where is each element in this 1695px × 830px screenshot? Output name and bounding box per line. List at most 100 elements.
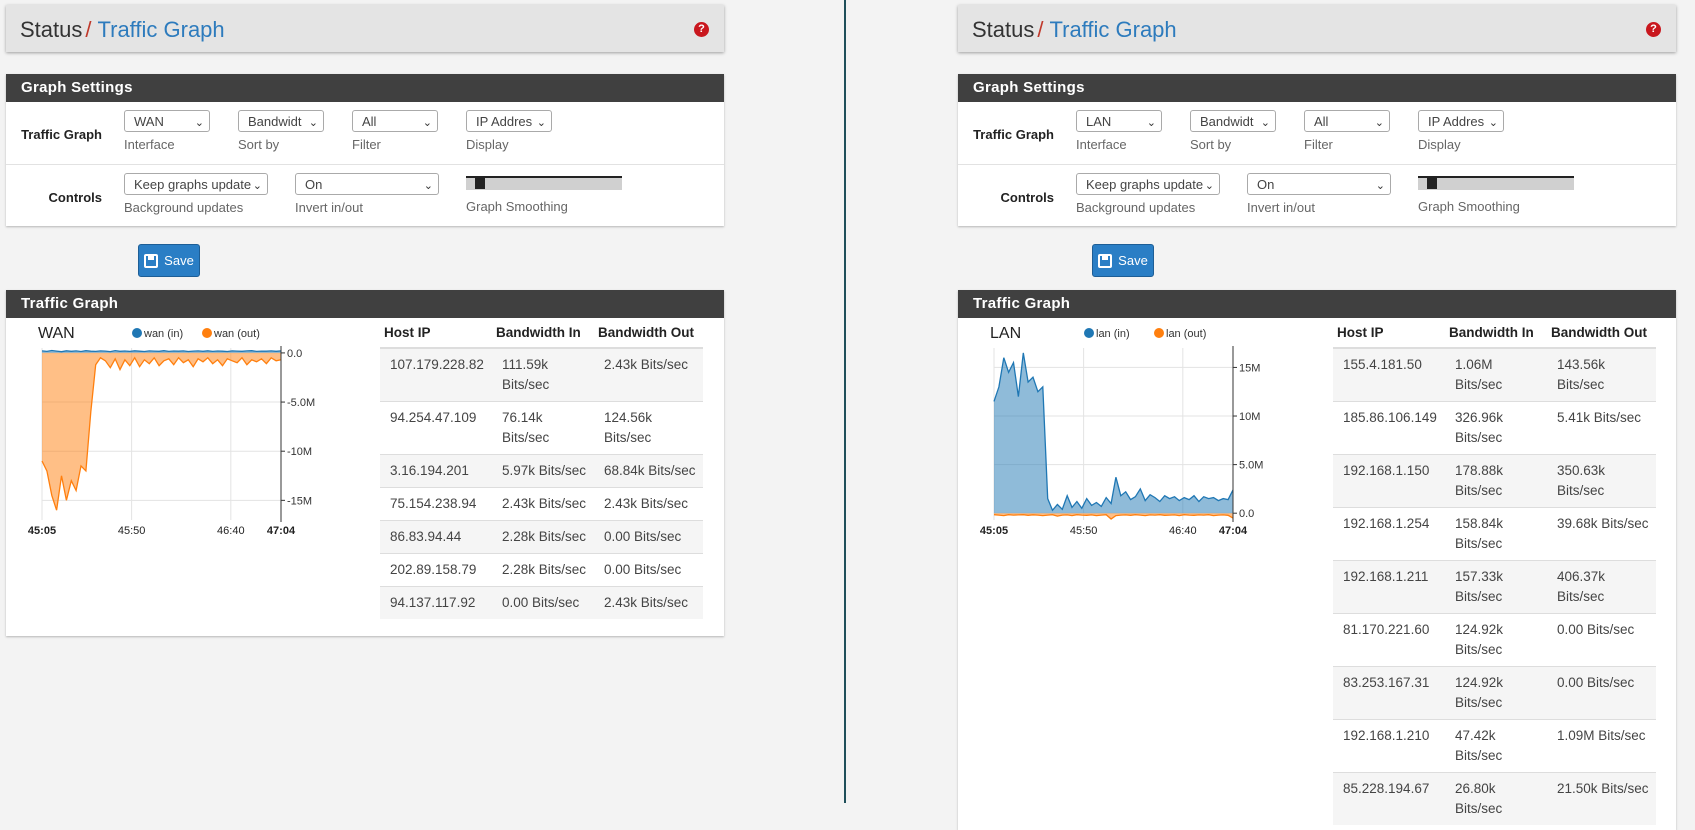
pane-divider bbox=[844, 0, 846, 803]
graph-settings-panel: Graph Settings Traffic Graph LAN ⌄ Interf… bbox=[958, 74, 1676, 226]
traffic-graph-row: Traffic Graph WAN ⌄ Interface Bandwidt ⌄ S… bbox=[6, 102, 724, 165]
display-help: Display bbox=[1418, 137, 1461, 152]
bandwidth-out: 1.09M Bits/sec bbox=[1547, 719, 1656, 773]
legend-dot bbox=[1084, 328, 1094, 338]
graph-smoothing-slider[interactable] bbox=[1418, 176, 1574, 190]
y-tick-label: 10M bbox=[1239, 411, 1260, 423]
y-tick-label: 0.0 bbox=[1239, 508, 1254, 520]
traffic-graph-label: Traffic Graph bbox=[21, 127, 102, 142]
traffic-graph-label: Traffic Graph bbox=[973, 127, 1054, 142]
breadcrumb-traffic-graph[interactable]: Traffic Graph bbox=[1049, 17, 1177, 42]
controls-label: Controls bbox=[48, 190, 102, 205]
background-updates-select[interactable]: Keep graphs update ⌄ bbox=[1076, 173, 1220, 195]
host-ip: 94.137.117.92 bbox=[380, 586, 492, 619]
interface-select[interactable]: WAN ⌄ bbox=[124, 110, 210, 132]
chevron-down-icon: ⌄ bbox=[1258, 112, 1270, 131]
series-line bbox=[41, 356, 282, 511]
table-row: 155.4.181.50 1.06M Bits/sec 143.56k Bits/s… bbox=[1333, 347, 1656, 402]
x-tick-label: 45:05 bbox=[980, 525, 1008, 537]
x-tick-label: 47:04 bbox=[267, 525, 296, 537]
host-ip: 185.86.106.149 bbox=[1333, 401, 1445, 455]
y-tick-label: 15M bbox=[1239, 362, 1260, 374]
table-row: 83.253.167.31 124.92k Bits/sec 0.00 Bits/s… bbox=[1333, 666, 1656, 720]
x-tick-label: 47:04 bbox=[1219, 525, 1248, 537]
interface-help: Interface bbox=[1076, 137, 1127, 152]
bandwidth-out: 39.68k Bits/sec bbox=[1547, 507, 1656, 561]
controls-label: Controls bbox=[1000, 190, 1054, 205]
host-ip: 192.168.1.210 bbox=[1333, 719, 1445, 773]
left-pane: Status / Traffic Graph ? Graph Settings Tr… bbox=[6, 0, 726, 803]
breadcrumb: Status / Traffic Graph bbox=[972, 17, 1177, 43]
host-ip: 202.89.158.79 bbox=[380, 553, 492, 587]
col-bandwidth-out[interactable]: Bandwidth Out bbox=[1547, 318, 1656, 349]
interface-select[interactable]: LAN ⌄ bbox=[1076, 110, 1162, 132]
sort-by-select[interactable]: Bandwidt ⌄ bbox=[238, 110, 324, 132]
host-ip: 192.168.1.150 bbox=[1333, 454, 1445, 508]
chevron-down-icon: ⌄ bbox=[1202, 175, 1214, 194]
table-row: 94.137.117.92 0.00 Bits/sec 2.43k Bits/sec bbox=[380, 586, 703, 619]
graph-settings-title: Graph Settings bbox=[6, 74, 724, 102]
slider-handle[interactable] bbox=[1427, 177, 1437, 189]
background-updates-select[interactable]: Keep graphs update ⌄ bbox=[124, 173, 268, 195]
series-line bbox=[41, 349, 282, 353]
bandwidth-out: 0.00 Bits/sec bbox=[1547, 613, 1656, 667]
sort-by-select[interactable]: Bandwidt ⌄ bbox=[1190, 110, 1276, 132]
bandwidth-in: 26.80k Bits/sec bbox=[1445, 772, 1547, 825]
bandwidth-out: 5.41k Bits/sec bbox=[1547, 401, 1656, 455]
bandwidth-in: 2.28k Bits/sec bbox=[492, 553, 594, 587]
table-row: 107.179.228.82 111.59k Bits/sec 2.43k Bits… bbox=[380, 347, 703, 402]
background-updates-help: Background updates bbox=[1076, 200, 1196, 215]
graph-interface-title: LAN bbox=[990, 325, 1021, 342]
legend-label: lan (out) bbox=[1166, 328, 1206, 340]
table-row: 185.86.106.149 326.96k Bits/sec 5.41k Bits… bbox=[1333, 401, 1656, 455]
save-button[interactable]: Save bbox=[1092, 244, 1154, 277]
slider-handle[interactable] bbox=[475, 177, 485, 189]
traffic-graph-panel: Traffic Graph WAN wan (in) wan (out) 0.0 -5.… bbox=[6, 290, 724, 636]
col-bandwidth-in[interactable]: Bandwidth In bbox=[1445, 318, 1547, 349]
host-ip: 83.253.167.31 bbox=[1333, 666, 1445, 720]
save-icon bbox=[144, 253, 159, 268]
legend-label: wan (out) bbox=[213, 328, 260, 340]
x-tick-label: 45:50 bbox=[118, 525, 146, 537]
chevron-down-icon: ⌄ bbox=[420, 112, 432, 131]
right-pane: Status / Traffic Graph ? Graph Settings Tr… bbox=[958, 0, 1678, 830]
legend-dot bbox=[1154, 328, 1164, 338]
save-label: Save bbox=[1118, 253, 1148, 268]
graph-smoothing-help: Graph Smoothing bbox=[466, 199, 568, 214]
help-icon[interactable]: ? bbox=[694, 22, 709, 37]
graph-smoothing-slider[interactable] bbox=[466, 176, 622, 190]
breadcrumb-separator: / bbox=[1037, 17, 1044, 42]
bandwidth-out: 143.56k Bits/sec bbox=[1547, 347, 1656, 402]
bandwidth-in: 1.06M Bits/sec bbox=[1445, 347, 1547, 402]
display-select[interactable]: IP Addres ⌄ bbox=[1418, 110, 1504, 132]
series-area bbox=[994, 513, 1233, 519]
breadcrumb-status[interactable]: Status bbox=[972, 17, 1035, 42]
invert-select[interactable]: On ⌄ bbox=[1247, 173, 1391, 195]
chevron-down-icon: ⌄ bbox=[1486, 112, 1498, 131]
col-host-ip[interactable]: Host IP bbox=[1333, 318, 1445, 349]
col-bandwidth-out[interactable]: Bandwidth Out bbox=[594, 318, 703, 349]
graph-settings-title: Graph Settings bbox=[958, 74, 1676, 102]
filter-select[interactable]: All ⌄ bbox=[1304, 110, 1390, 132]
bandwidth-in: 158.84k Bits/sec bbox=[1445, 507, 1547, 561]
help-icon[interactable]: ? bbox=[1646, 22, 1661, 37]
table-row: 192.168.1.254 158.84k Bits/sec 39.68k Bits… bbox=[1333, 507, 1656, 561]
host-ip: 75.154.238.94 bbox=[380, 487, 492, 521]
x-tick-label: 46:40 bbox=[1169, 525, 1197, 537]
host-ip: 192.168.1.254 bbox=[1333, 507, 1445, 561]
display-select[interactable]: IP Addres ⌄ bbox=[466, 110, 552, 132]
col-bandwidth-in[interactable]: Bandwidth In bbox=[492, 318, 594, 349]
bandwidth-out: 406.37k Bits/sec bbox=[1547, 560, 1656, 614]
traffic-graph-row: Traffic Graph LAN ⌄ Interface Bandwidt ⌄ S… bbox=[958, 102, 1676, 165]
controls-row: Controls Keep graphs update ⌄ Background … bbox=[958, 165, 1676, 226]
col-host-ip[interactable]: Host IP bbox=[380, 318, 492, 349]
host-ip: 86.83.94.44 bbox=[380, 520, 492, 554]
invert-select[interactable]: On ⌄ bbox=[295, 173, 439, 195]
table-row: 202.89.158.79 2.28k Bits/sec 0.00 Bits/sec bbox=[380, 553, 703, 587]
breadcrumb-traffic-graph[interactable]: Traffic Graph bbox=[97, 17, 225, 42]
host-ip: 94.254.47.109 bbox=[380, 401, 492, 455]
breadcrumb-status[interactable]: Status bbox=[20, 17, 83, 42]
save-button[interactable]: Save bbox=[138, 244, 200, 277]
series-line bbox=[993, 352, 1234, 512]
filter-select[interactable]: All ⌄ bbox=[352, 110, 438, 132]
